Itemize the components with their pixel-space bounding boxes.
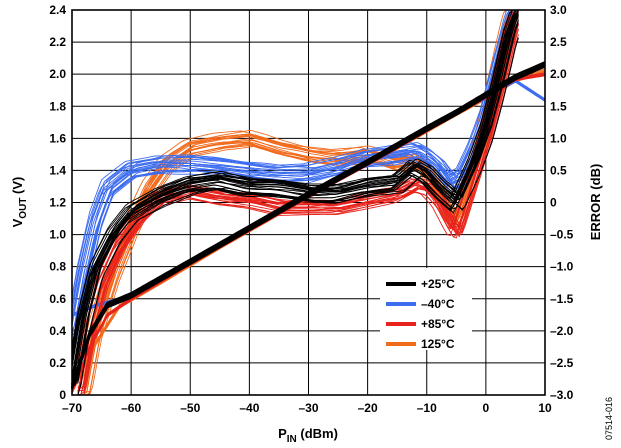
error-curve [71, 13, 519, 386]
y-tick-label: 1.8 [49, 99, 66, 113]
y-tick-label: 2.0 [49, 67, 66, 81]
y-tick-labels: 0 0.2 0.4 0.6 0.8 1.0 1.2 1.4 1.6 1.8 2.0 2.2 2.4 [49, 3, 66, 402]
x-tick-label: 10 [538, 401, 552, 415]
y2-tick-label: 0.5 [550, 163, 567, 177]
y-tick-label: 1.4 [49, 163, 66, 177]
legend-label: 125°C [421, 337, 455, 351]
legend: +25°C –40°C +85°C 125°C [380, 268, 472, 351]
y2-tick-labels: –3.0 –2.5 –2.0 –1.5 –1.0 –0.5 0 0.5 1.0 1.5 2.0 2.5… [550, 3, 574, 402]
y-tick-label: 1.6 [49, 131, 66, 145]
legend-label: +85°C [421, 317, 455, 331]
error-curve [71, 20, 516, 338]
error-curve [83, 13, 516, 366]
vout-curve [70, 61, 546, 386]
y2-tick-label: 1.5 [550, 99, 567, 113]
y-tick-label: 2.2 [49, 35, 66, 49]
y2-tick-label: –2.0 [550, 324, 574, 338]
y2-tick-label: –1.5 [550, 292, 574, 306]
y2-tick-label: 0 [550, 196, 557, 210]
vout-curve [70, 64, 546, 389]
y-tick-label: 0.8 [49, 260, 66, 274]
y2-tick-label: 2.0 [550, 67, 567, 81]
y2-tick-label: –2.5 [550, 356, 574, 370]
legend-box [380, 268, 472, 350]
error-curve [77, 9, 519, 394]
y-tick-label: 0.6 [49, 292, 66, 306]
y-tick-label: 1.0 [49, 228, 66, 242]
x-tick-label: –10 [417, 401, 437, 415]
error-curve [71, 9, 516, 331]
y2-tick-label: –3.0 [550, 388, 574, 402]
plot-frame [71, 9, 546, 396]
x-tick-label: –30 [298, 401, 318, 415]
error-curve [71, 17, 519, 388]
y-tick-label: 0.4 [49, 324, 66, 338]
error-curve [72, 37, 519, 396]
x-tick-label: –40 [239, 401, 259, 415]
error-curve [71, 9, 516, 298]
x-tick-label: –60 [121, 401, 141, 415]
vout-curve [70, 65, 546, 390]
legend-label: –40°C [421, 297, 455, 311]
y2-tick-label: –1.0 [550, 260, 574, 274]
x-tick-label: –50 [180, 401, 200, 415]
error-curve [71, 9, 519, 376]
x-tick-label: 0 [483, 401, 490, 415]
x-tick-labels: –70 –60 –50 –40 –30 –20 –10 0 10 [62, 401, 552, 415]
y-tick-label: 0.2 [49, 356, 66, 370]
error-curve [71, 33, 516, 345]
error-curve [77, 24, 519, 396]
error-curve [71, 12, 516, 307]
y-tick-label: 1.2 [49, 196, 66, 210]
error-curve [71, 9, 516, 322]
x-tick-label: –70 [62, 401, 82, 415]
error-curve [71, 9, 516, 297]
y2-tick-label: –0.5 [550, 228, 574, 242]
y2-tick-label: 1.0 [550, 131, 567, 145]
y-axis-label: VOUT (V) [10, 177, 29, 228]
series-0 [70, 9, 546, 396]
error-curve [71, 11, 519, 378]
y2-tick-label: 2.5 [550, 35, 567, 49]
curves [70, 9, 546, 396]
y2-tick-label: 3.0 [550, 3, 567, 17]
x-tick-label: –20 [358, 401, 378, 415]
y-tick-label: 0 [59, 388, 66, 402]
y2-axis-label: ERROR (dB) [588, 164, 603, 241]
legend-label: +25°C [421, 277, 455, 291]
error-curve [71, 20, 519, 382]
y-tick-label: 2.4 [49, 3, 66, 17]
x-axis-label: PIN (dBm) [278, 426, 338, 445]
figure-id: 07514-016 [604, 397, 614, 440]
